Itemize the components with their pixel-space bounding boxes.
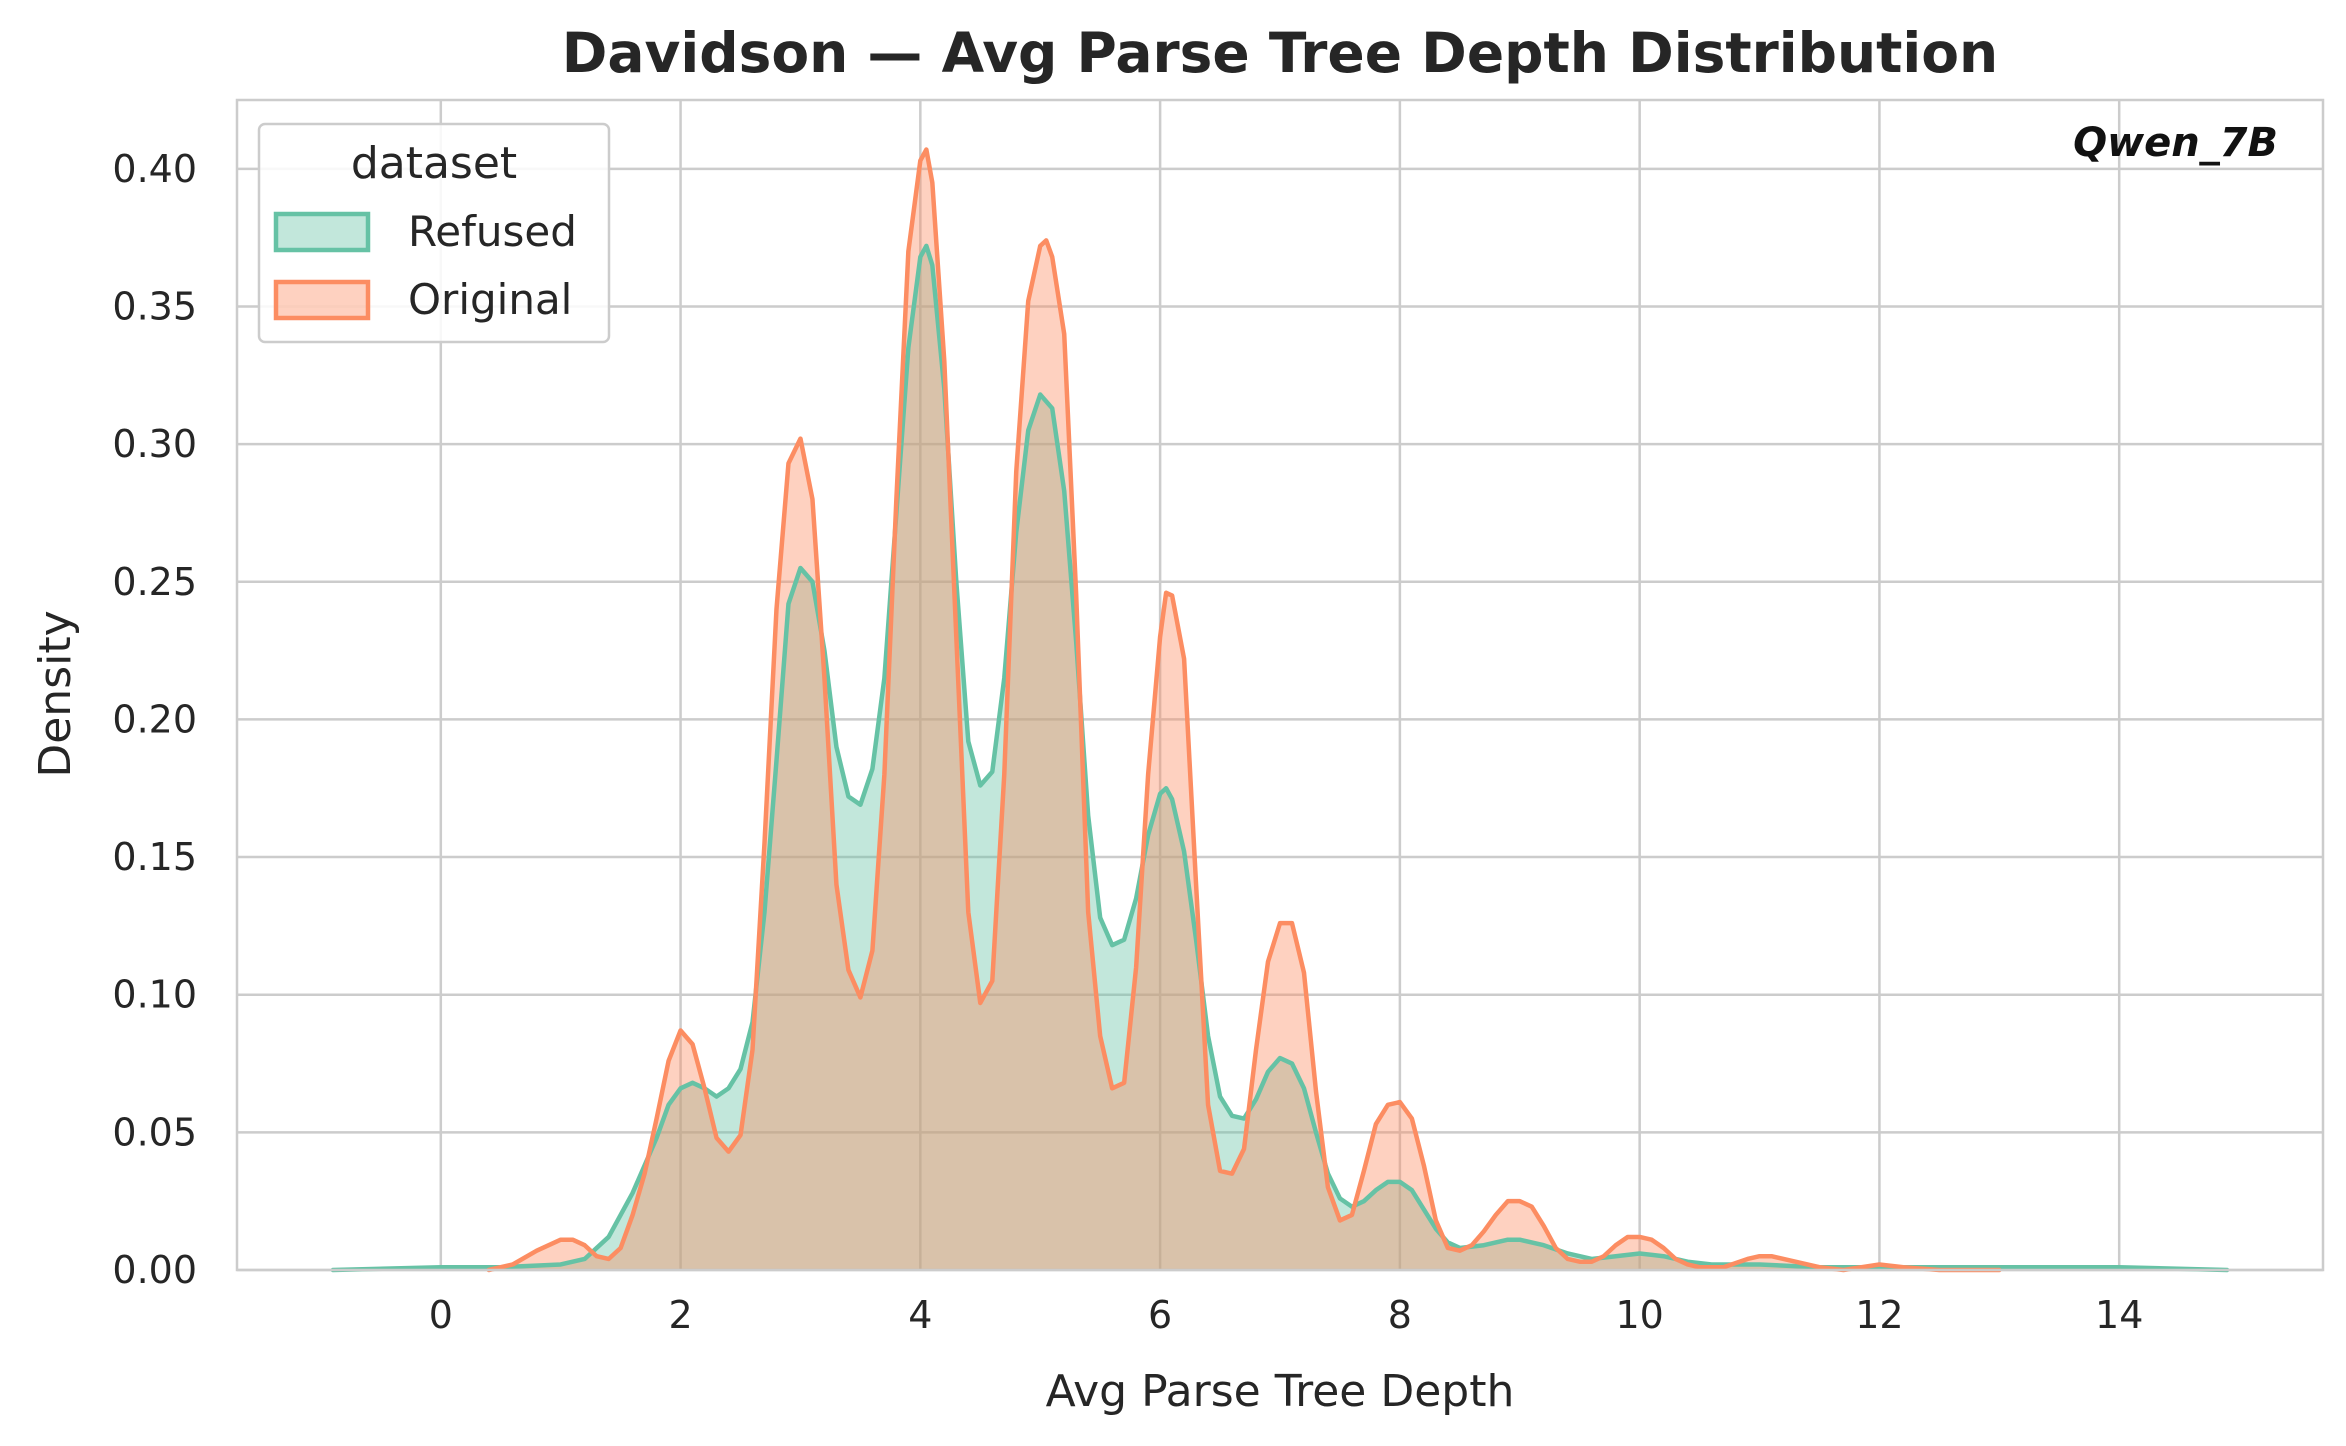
series-layer bbox=[330, 147, 2230, 1273]
x-tick-label: 6 bbox=[1148, 1293, 1172, 1337]
x-tick-label: 14 bbox=[2095, 1293, 2143, 1337]
y-tick-label: 0.25 bbox=[112, 560, 197, 604]
series-fills bbox=[332, 149, 2228, 1270]
x-tick-label: 12 bbox=[1855, 1293, 1903, 1337]
series-area-original bbox=[488, 149, 2000, 1270]
y-tick-label: 0.20 bbox=[112, 697, 197, 741]
legend-items: Refused Original bbox=[273, 207, 577, 324]
series-lines bbox=[330, 147, 2230, 1273]
y-axis-label: Density bbox=[30, 610, 81, 777]
x-tick-label: 0 bbox=[429, 1293, 453, 1337]
x-tick-label: 2 bbox=[668, 1293, 692, 1337]
y-tick-labels: 0.00 0.05 0.10 0.15 0.20 0.25 0.30 0.35 0.40 bbox=[112, 147, 197, 1292]
y-tick-label: 0.10 bbox=[112, 973, 197, 1017]
legend-label-refused: Refused bbox=[408, 207, 577, 256]
x-tick-label: 8 bbox=[1388, 1293, 1412, 1337]
x-axis-label: Avg Parse Tree Depth bbox=[1046, 1366, 1515, 1417]
x-tick-label: 4 bbox=[908, 1293, 932, 1337]
legend-box bbox=[257, 122, 611, 344]
y-tick-label: 0.40 bbox=[112, 147, 197, 191]
chart-title: Davidson — Avg Parse Tree Depth Distribu… bbox=[562, 21, 1998, 85]
plot-frame bbox=[235, 98, 2325, 1272]
x-tick-labels: 0 2 4 6 8 10 12 14 bbox=[429, 1293, 2144, 1337]
legend-swatch-refused bbox=[273, 211, 371, 253]
y-tick-label: 0.30 bbox=[112, 422, 197, 466]
series-area-refused bbox=[332, 245, 2228, 1270]
legend: dataset Refused Original bbox=[257, 122, 611, 344]
legend-title: dataset bbox=[351, 138, 517, 189]
legend-label-original: Original bbox=[408, 275, 572, 324]
y-tick-label: 0.05 bbox=[112, 1110, 197, 1154]
y-tick-label: 0.35 bbox=[112, 284, 197, 328]
grid-lines bbox=[237, 100, 2323, 1272]
x-tick-label: 10 bbox=[1615, 1293, 1663, 1337]
y-tick-label: 0.15 bbox=[112, 835, 197, 879]
y-tick-label: 0.00 bbox=[112, 1248, 197, 1292]
legend-swatch-original bbox=[273, 279, 371, 321]
model-annotation: Qwen_7B bbox=[2073, 120, 2278, 166]
series-line-original bbox=[486, 147, 2002, 1273]
